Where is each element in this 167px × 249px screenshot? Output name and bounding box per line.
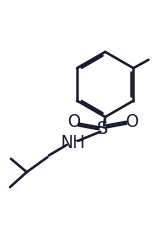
Text: O: O: [125, 113, 138, 131]
Text: NH: NH: [60, 134, 85, 152]
Text: S: S: [97, 120, 108, 138]
Text: O: O: [67, 113, 80, 131]
